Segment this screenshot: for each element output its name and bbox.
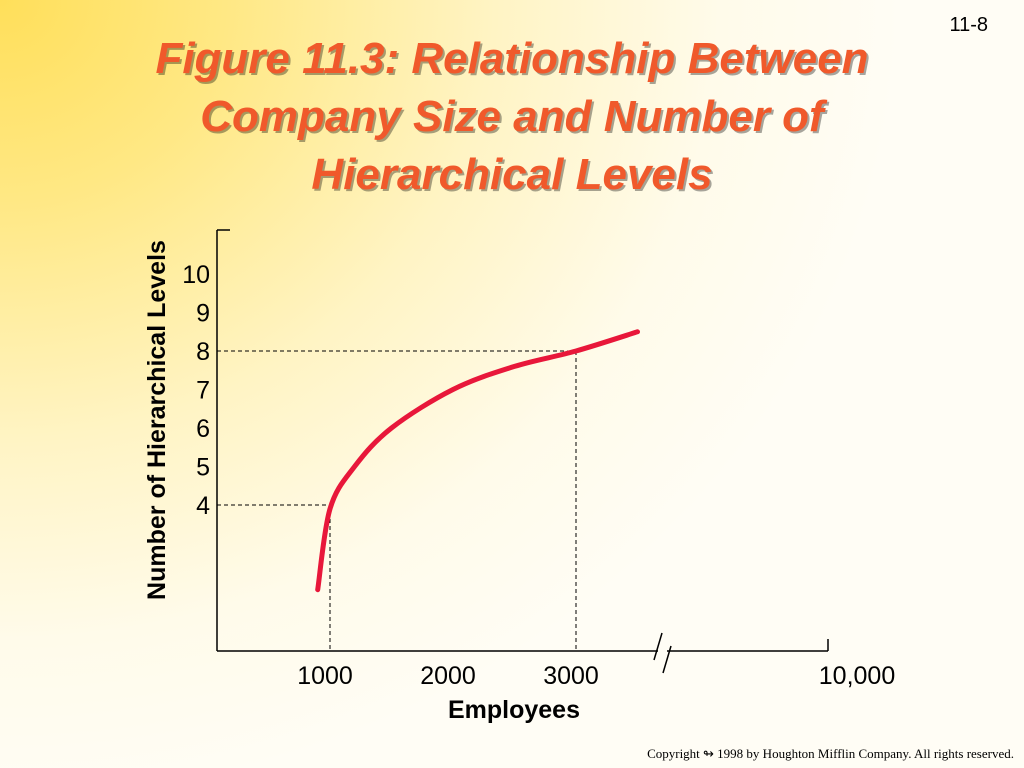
x-tick-label: 3000 bbox=[543, 662, 599, 690]
x-axis-label: Employees bbox=[448, 696, 580, 724]
y-tick-labels: 10 9 8 7 6 5 4 bbox=[182, 261, 210, 520]
reference-lines bbox=[217, 350, 577, 651]
x-tick-label: 1000 bbox=[297, 662, 353, 690]
x-tick-label: 2000 bbox=[420, 662, 476, 690]
y-tick-label: 6 bbox=[196, 415, 210, 443]
series-line bbox=[315, 329, 640, 593]
y-axis-label: Number of Hierarchical Levels bbox=[143, 240, 171, 600]
x-tick-label: 10,000 bbox=[819, 662, 895, 690]
y-tick-label: 5 bbox=[196, 454, 210, 482]
title-line-1: Figure 11.3: Relationship Between bbox=[155, 34, 869, 83]
y-tick-label: 10 bbox=[182, 261, 210, 289]
slide-title: Figure 11.3: Relationship Between Compan… bbox=[0, 30, 1024, 204]
x-tick-labels: 1000 2000 3000 10,000 bbox=[297, 662, 895, 690]
axis-break-mark bbox=[653, 632, 663, 661]
y-tick-label: 7 bbox=[196, 377, 210, 405]
y-tick-label: 8 bbox=[196, 338, 210, 366]
y-tick-label: 4 bbox=[196, 492, 210, 520]
chart-axes bbox=[216, 229, 829, 674]
copyright-notice: Copyright ↬ 1998 by Houghton Mifflin Com… bbox=[647, 746, 1014, 761]
slide-number: 11-8 bbox=[949, 14, 988, 36]
title-line-2: Company Size and Number of bbox=[200, 92, 824, 141]
title-line-3: Hierarchical Levels bbox=[311, 150, 713, 199]
y-tick-label: 9 bbox=[196, 300, 210, 328]
data-series bbox=[315, 329, 640, 593]
axis-break-mark bbox=[662, 645, 672, 674]
